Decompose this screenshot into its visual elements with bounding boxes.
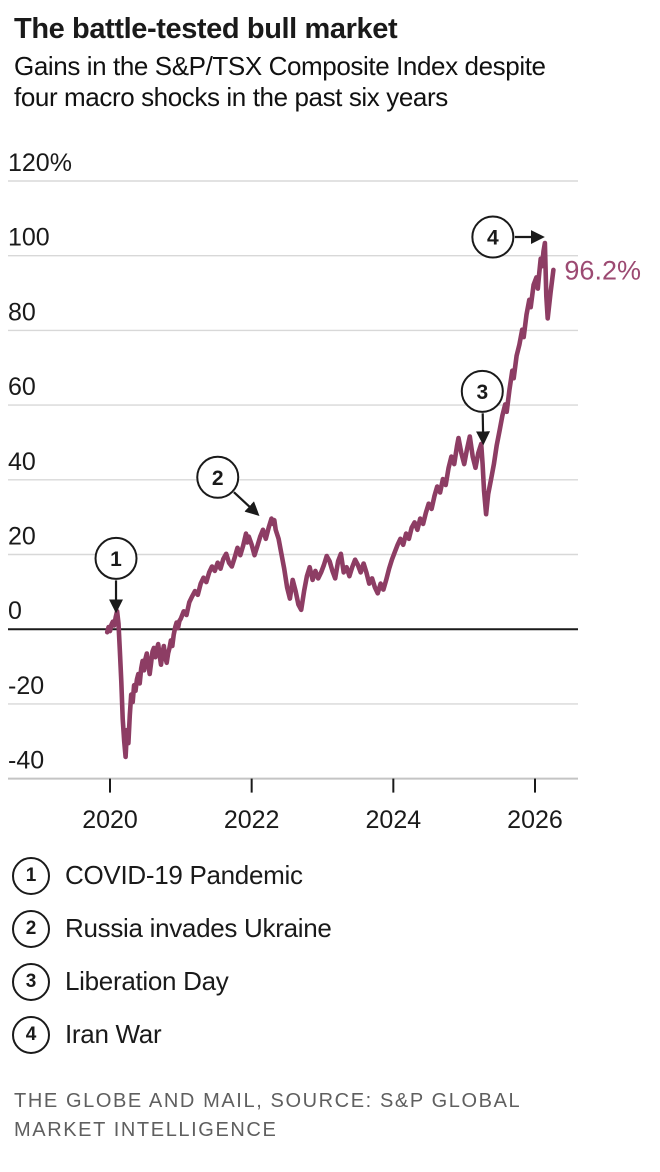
annotation-circle-3	[460, 369, 504, 413]
line-chart-svg: 120% 100 80 60 40 20 0 -20 -40 2020 2022 2024 2026 96…	[8, 149, 641, 834]
chart-area: 120% 100 80 60 40 20 0 -20 -40 2020 2022 2024 2026 96…	[0, 135, 660, 845]
x-tick-label: 2026	[507, 806, 563, 834]
y-tick-label: 0	[8, 597, 22, 625]
series-line	[104, 240, 556, 760]
chart-title: The battle-tested bull market	[14, 13, 398, 45]
annotation-circle-4	[471, 215, 515, 259]
legend-item-label: Russia invades Ukraine	[65, 913, 332, 943]
legend-item-covid: 1 COVID-19 Pandemic	[12, 849, 660, 902]
y-tick-label: -20	[8, 672, 44, 700]
chart-subtitle: Gains in the S&P/TSX Composite Index des…	[14, 51, 660, 113]
y-tick-label: 20	[8, 523, 36, 551]
annotation-circle-1	[94, 536, 138, 580]
annotation-arrow-3	[476, 413, 491, 446]
legend-item-label: COVID-19 Pandemic	[65, 860, 303, 890]
source-credit: THE GLOBE AND MAIL, SOURCE: S&P GLOBAL M…	[14, 1090, 521, 1141]
annotation-number-4: 4	[487, 227, 499, 250]
annotation-number-2: 2	[212, 467, 224, 490]
chart-subtitle-line2: four macro shocks in the past six years	[14, 82, 448, 112]
y-tick-label: -40	[8, 747, 44, 775]
y-tick-label: 40	[8, 448, 36, 476]
legend-number-badge: 3	[12, 962, 50, 1001]
legend-item-ukraine: 2 Russia invades Ukraine	[12, 902, 660, 955]
chart-subtitle-line1: Gains in the S&P/TSX Composite Index des…	[14, 51, 546, 81]
legend-number-badge: 1	[12, 856, 50, 895]
legend-item-liberation-day: 3 Liberation Day	[12, 955, 660, 1008]
y-tick-label: 60	[8, 373, 36, 401]
x-tick-label: 2020	[82, 806, 138, 834]
legend-item-iran-war: 4 Iran War	[12, 1008, 660, 1061]
y-tick-label: 100	[8, 224, 50, 252]
end-value-label: 96.2%	[564, 255, 641, 285]
annotation-number-3: 3	[476, 381, 488, 404]
chart-header: The battle-tested bull market Gains in t…	[0, 0, 660, 135]
annotation-arrow-2	[233, 491, 260, 516]
annotation-number-1: 1	[110, 548, 122, 571]
chart-legend: 1 COVID-19 Pandemic 2 Russia invades Ukr…	[0, 845, 660, 1061]
legend-number-badge: 4	[12, 1015, 50, 1054]
legend-item-label: Liberation Day	[65, 966, 229, 996]
annotation-circle-2	[196, 455, 240, 499]
x-tick-label: 2024	[366, 806, 422, 834]
legend-item-label: Iran War	[65, 1019, 162, 1049]
x-tick-label: 2022	[224, 806, 280, 834]
y-tick-label: 80	[8, 298, 36, 326]
legend-number-badge: 2	[12, 909, 50, 948]
y-tick-label: 120%	[8, 149, 72, 177]
